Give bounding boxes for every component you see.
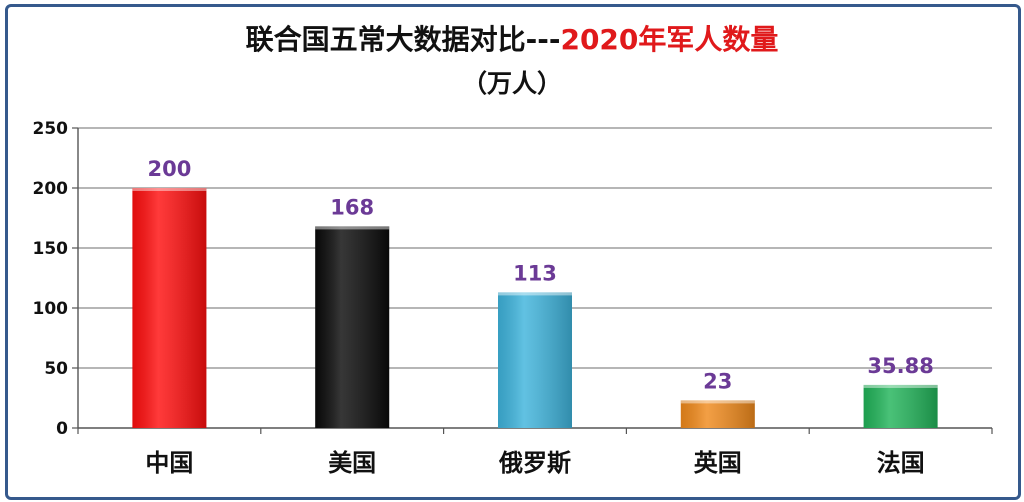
x-tick-label: 法国	[877, 449, 925, 477]
bar-top-highlight	[315, 226, 390, 230]
y-tick-label: 100	[33, 299, 69, 319]
x-tick-label: 英国	[694, 449, 742, 477]
bar-shading	[680, 400, 755, 428]
bars	[132, 188, 938, 428]
bar-shading	[863, 384, 938, 428]
chart-title-accent: 2020年军人数量	[560, 23, 779, 56]
bar-shading	[498, 292, 572, 428]
bar-top-highlight	[680, 400, 755, 404]
y-tick-label: 0	[56, 419, 68, 439]
bar-top-highlight	[863, 384, 938, 388]
data-label: 168	[330, 195, 374, 219]
data-label: 35.88	[867, 354, 933, 378]
chart-title-main: 联合国五常大数据对比---	[245, 23, 561, 56]
data-label: 113	[513, 261, 557, 285]
y-tick-label: 250	[33, 119, 69, 139]
bar-top-highlight	[498, 292, 572, 296]
y-tick-label: 50	[44, 359, 68, 379]
labels: 200 中国 168 美国 113 俄罗斯 23 英国 35.88 法国	[145, 157, 933, 477]
x-tick-label: 俄罗斯	[498, 449, 571, 477]
chart-subtitle: （万人）	[461, 69, 562, 98]
x-tick-label: 美国	[328, 449, 376, 477]
data-label: 200	[147, 157, 191, 181]
bar-top-highlight	[132, 188, 207, 191]
bar-shading	[132, 188, 207, 428]
bar-shading	[315, 226, 390, 428]
y-tick-label: 200	[33, 179, 69, 199]
y-tick-label: 150	[33, 239, 69, 259]
chart-title: 联合国五常大数据对比---2020年军人数量	[0, 18, 1024, 58]
x-tick-label: 中国	[145, 449, 193, 477]
data-label: 23	[703, 369, 732, 393]
axes: 0 50 100 150 200 250	[33, 119, 993, 439]
